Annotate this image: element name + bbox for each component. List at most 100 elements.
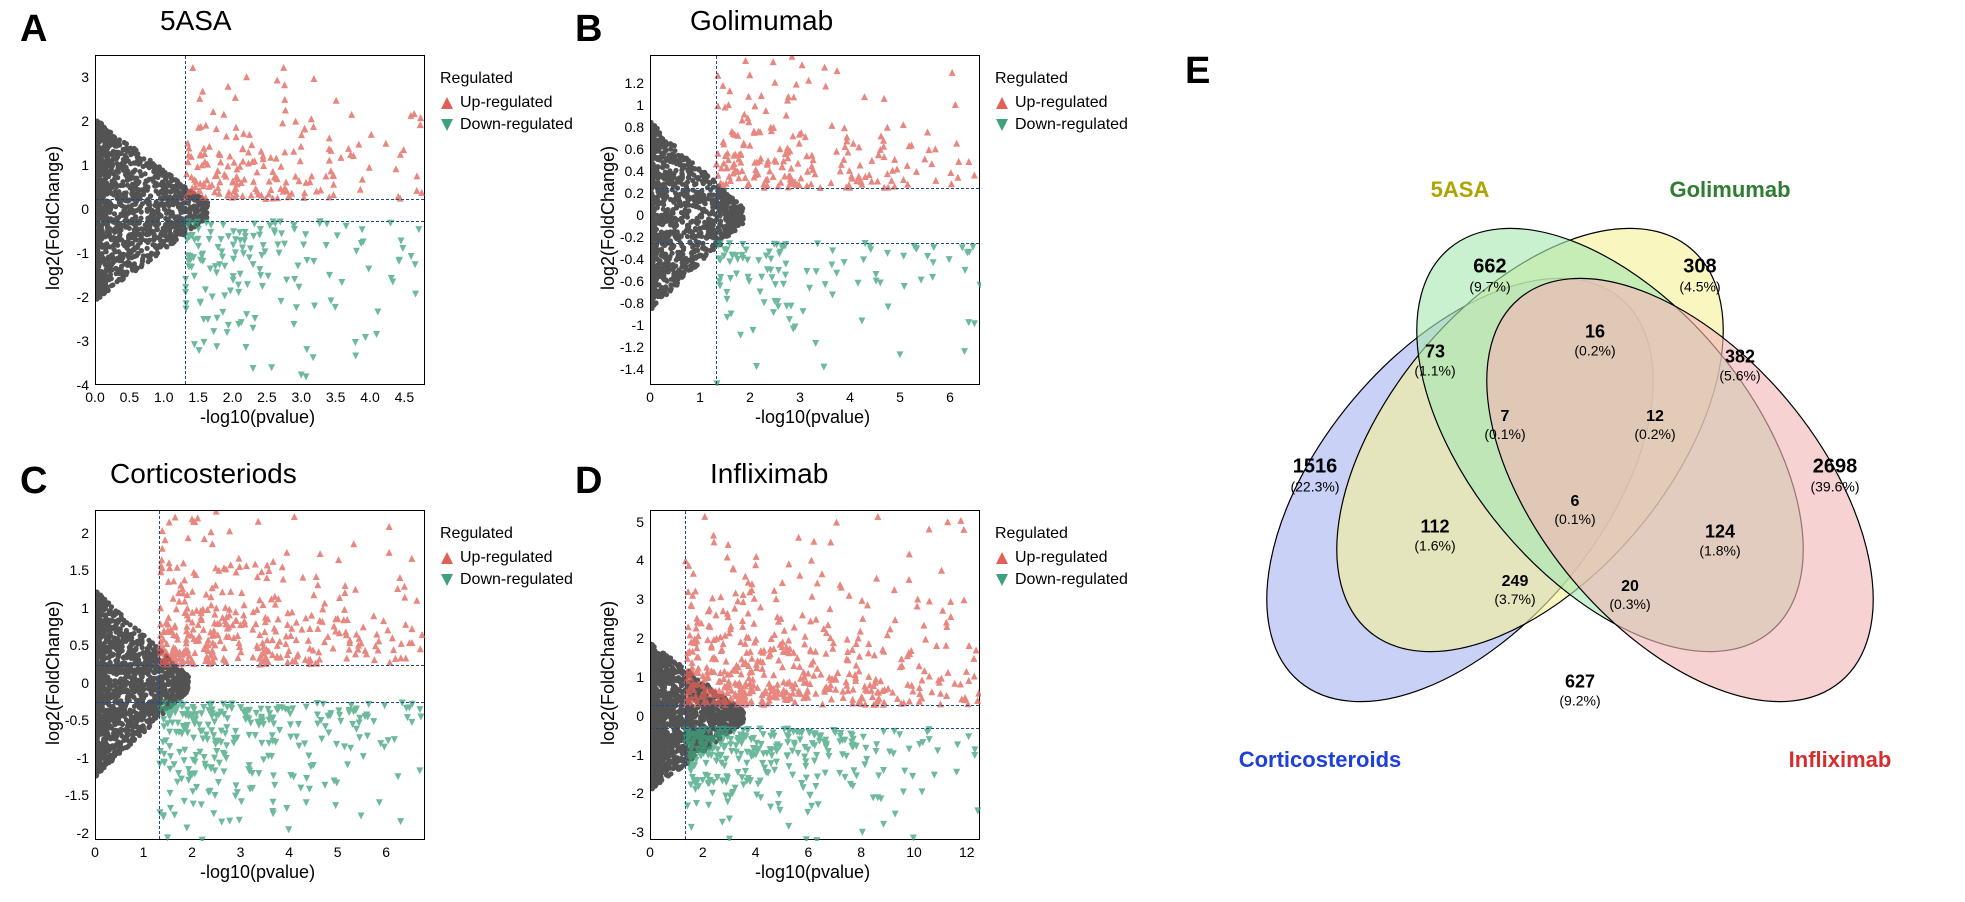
ytick: -1 — [608, 747, 644, 763]
ytick: -2 — [53, 289, 89, 305]
ytick: 1.5 — [53, 562, 89, 578]
venn-set-label-corticosteroids: Corticosteroids — [1239, 747, 1402, 773]
triangle-down-icon — [995, 573, 1009, 587]
ytick: 1.2 — [608, 75, 644, 91]
legend-row: Down-regulated — [995, 116, 1128, 134]
xtick: 6 — [935, 389, 965, 405]
panel-title-d: Infliximab — [710, 458, 828, 490]
panel-letter-c: C — [20, 460, 47, 503]
xtick: 6 — [793, 844, 823, 860]
legend-row: Up-regulated — [440, 549, 573, 567]
xtick: 3 — [785, 389, 815, 405]
volcano-plot-c — [95, 510, 425, 840]
hthreshold — [651, 705, 979, 706]
hthreshold — [96, 702, 424, 703]
xtick: 2 — [688, 844, 718, 860]
venn-region-5asa_cort_infl: 20(0.3%) — [1609, 578, 1650, 612]
triangle-down-icon — [440, 118, 454, 132]
xtick: 0.0 — [80, 389, 110, 405]
ylabel: log2(FoldChange) — [43, 146, 64, 290]
ylabel: log2(FoldChange) — [598, 146, 619, 290]
xtick: 3.5 — [321, 389, 351, 405]
panel-letter-a: A — [20, 8, 47, 51]
hthreshold — [96, 221, 424, 222]
hthreshold — [96, 199, 424, 200]
legend-c: Regulated Up-regulated Down-regulated — [440, 525, 573, 593]
venn-region-all4: 6(0.1%) — [1554, 493, 1595, 527]
xlabel: -log10(pvalue) — [755, 862, 870, 883]
legend-a: RegulatedUp-regulatedDown-regulated — [440, 70, 573, 138]
ytick: -2 — [608, 785, 644, 801]
ytick: -3 — [53, 333, 89, 349]
ytick: 0.8 — [608, 119, 644, 135]
xtick: 5 — [885, 389, 915, 405]
xtick: 3 — [226, 844, 256, 860]
legend-row: Up-regulated — [995, 549, 1128, 567]
hthreshold — [651, 243, 979, 244]
xtick: 1 — [129, 844, 159, 860]
xtick: 8 — [846, 844, 876, 860]
hthreshold — [651, 728, 979, 729]
venn-region-5asa_goli_infl: 12(0.2%) — [1634, 408, 1675, 442]
ytick: -1 — [53, 750, 89, 766]
legend-text: Up-regulated — [460, 549, 553, 567]
venn-region-goli_infl: 382(5.6%) — [1719, 347, 1760, 384]
venn-region-golimumab_only: 308(4.5%) — [1679, 256, 1720, 295]
triangle-up-icon — [995, 96, 1009, 110]
vthreshold — [685, 511, 686, 839]
xtick: 0 — [80, 844, 110, 860]
legend-title: Regulated — [440, 525, 573, 543]
venn-region-inflix_only: 2698(39.6%) — [1810, 456, 1859, 495]
legend-text: Down-regulated — [460, 571, 573, 589]
scatter-svg — [651, 56, 981, 386]
hthreshold — [96, 665, 424, 666]
xlabel: -log10(pvalue) — [755, 407, 870, 428]
xtick: 6 — [371, 844, 401, 860]
ytick: 1 — [608, 97, 644, 113]
panel-letter-b: B — [575, 8, 602, 51]
venn-set-label-golimumab: Golimumab — [1669, 177, 1790, 203]
ytick: 5 — [608, 514, 644, 530]
xtick: 4.5 — [389, 389, 419, 405]
ytick: -3 — [608, 824, 644, 840]
triangle-up-icon — [440, 96, 454, 110]
xtick: 2.0 — [218, 389, 248, 405]
triangle-up-icon — [995, 551, 1009, 565]
xlabel: -log10(pvalue) — [200, 407, 315, 428]
legend-title: Regulated — [995, 525, 1128, 543]
panel-letter-d: D — [575, 460, 602, 503]
legend-row: Down-regulated — [440, 116, 573, 134]
venn-region-cort_infl: 627(9.2%) — [1559, 672, 1600, 709]
legend-row: Up-regulated — [995, 94, 1128, 112]
xtick: 4 — [835, 389, 865, 405]
volcano-plot-b — [650, 55, 980, 385]
ytick: -2 — [53, 825, 89, 841]
ytick: 4 — [608, 552, 644, 568]
xtick: 4 — [274, 844, 304, 860]
triangle-down-icon — [440, 573, 454, 587]
vthreshold — [716, 56, 717, 384]
venn-set-label-infliximab: Infliximab — [1789, 747, 1892, 773]
xtick: 4 — [741, 844, 771, 860]
ytick: -0.8 — [608, 295, 644, 311]
legend-row: Down-regulated — [995, 571, 1128, 589]
xlabel: -log10(pvalue) — [200, 862, 315, 883]
panel-title-a: 5ASA — [160, 5, 232, 37]
xtick: 2 — [735, 389, 765, 405]
ytick: 3 — [53, 69, 89, 85]
xtick: 0 — [635, 389, 665, 405]
vthreshold — [185, 56, 186, 384]
venn-set-label-5asa: 5ASA — [1431, 177, 1490, 203]
xtick: 1.5 — [183, 389, 213, 405]
venn-region-cortico_only: 1516(22.3%) — [1290, 456, 1339, 495]
venn-region-5asa_only: 662(9.7%) — [1469, 256, 1510, 295]
legend-text: Up-regulated — [1015, 549, 1108, 567]
xtick: 1 — [685, 389, 715, 405]
venn-region-5asa_goli: 16(0.2%) — [1574, 322, 1615, 359]
venn-region-5asa_cort: 73(1.1%) — [1414, 342, 1455, 379]
vthreshold — [159, 511, 160, 839]
ylabel: log2(FoldChange) — [598, 601, 619, 745]
xtick: 12 — [952, 844, 982, 860]
legend-title: Regulated — [440, 70, 573, 88]
legend-text: Up-regulated — [1015, 94, 1108, 112]
